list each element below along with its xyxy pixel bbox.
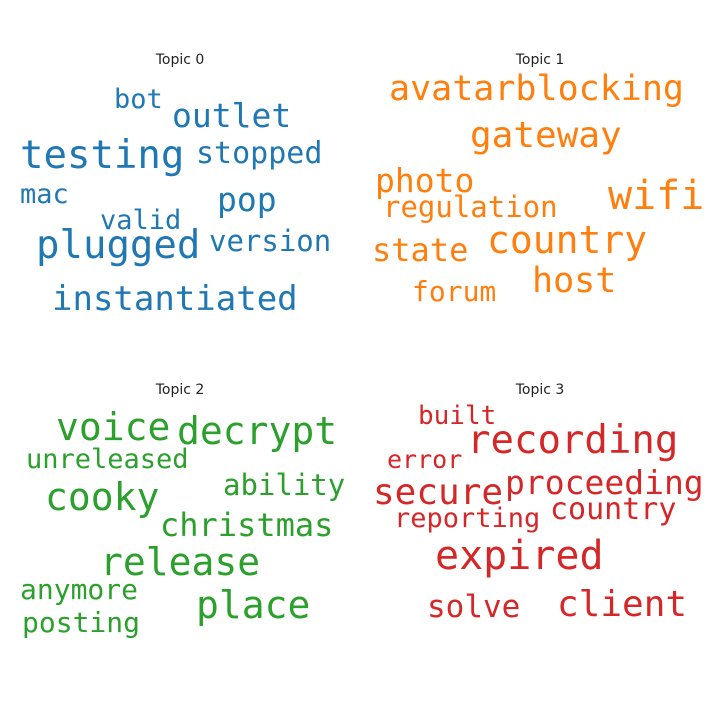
word: posting (22, 606, 141, 639)
word: photo (375, 161, 475, 200)
topic-0-wordcloud: Topic 0 testing plugged instantiated out… (0, 0, 360, 360)
word: reporting (394, 503, 541, 534)
word: place (196, 583, 311, 627)
word: country (550, 492, 677, 527)
word: state (372, 231, 469, 269)
word: unreleased (26, 444, 189, 475)
topic-1-wordcloud: Topic 1 avatarblocking gateway wifi coun… (360, 0, 720, 360)
word: outlet (172, 96, 292, 135)
word: testing (20, 133, 185, 178)
topic-title: Topic 2 (155, 382, 205, 398)
word: error (387, 445, 463, 474)
word: mac (20, 179, 69, 210)
word: avatarblocking (389, 69, 685, 109)
word: built (418, 401, 497, 431)
word: decrypt (177, 409, 338, 453)
word: country (487, 218, 648, 262)
word: release (100, 540, 261, 584)
word: wifi (608, 173, 705, 219)
topic-title: Topic 1 (515, 52, 565, 68)
word: valid (100, 205, 182, 236)
word: voice (56, 405, 171, 449)
topic-title: Topic 0 (155, 52, 205, 68)
word: solve (427, 589, 521, 625)
word: version (209, 224, 332, 258)
topic-3-wordcloud: Topic 3 built recording error secure pro… (360, 330, 720, 690)
word: recording (467, 418, 679, 463)
word: client (557, 584, 688, 625)
word: bot (114, 84, 163, 115)
word: proceeding (505, 463, 704, 502)
word: regulation (383, 190, 558, 224)
word: stopped (196, 136, 323, 171)
word: anymore (20, 573, 139, 606)
word: host (532, 261, 617, 301)
word: instantiated (52, 279, 298, 319)
word: cooky (45, 475, 160, 519)
word: secure (373, 472, 504, 513)
word: plugged (36, 223, 201, 268)
topic-2-wordcloud: Topic 2 voice decrypt unreleased ability… (0, 330, 360, 690)
topic-title: Topic 3 (515, 382, 565, 398)
word: pop (217, 180, 277, 219)
word: ability (223, 468, 346, 502)
word: gateway (470, 115, 622, 156)
word: expired (435, 533, 604, 579)
word: forum (412, 275, 497, 308)
word: christmas (160, 506, 334, 544)
